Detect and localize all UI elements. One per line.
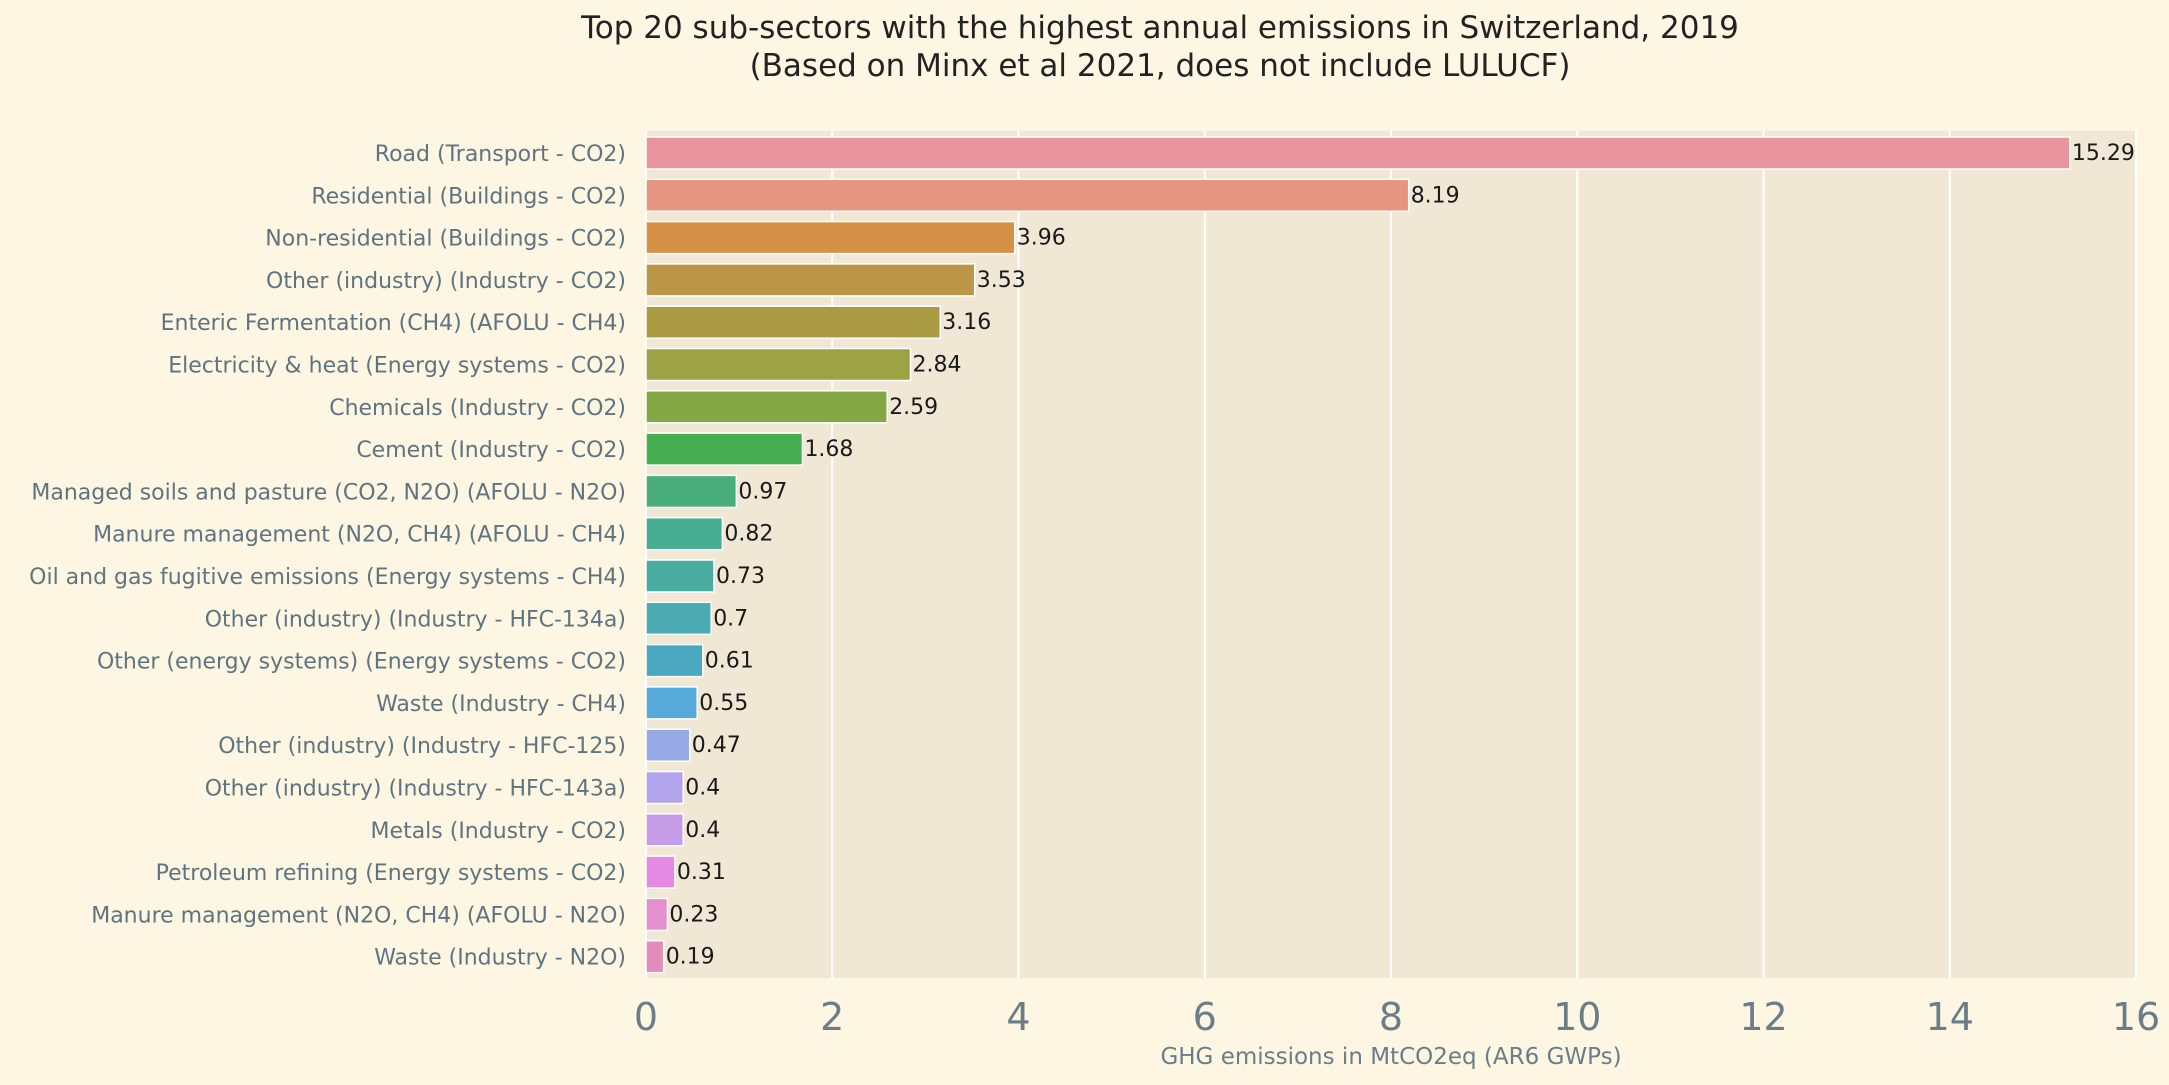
category-label: Oil and gas fugitive emissions (Energy s… bbox=[29, 565, 626, 590]
x-axis-title: GHG emissions in MtCO2eq (AR6 GWPs) bbox=[1160, 1044, 1621, 1070]
value-label: 2.59 bbox=[889, 395, 938, 420]
bar bbox=[645, 178, 1410, 213]
bar bbox=[645, 813, 684, 847]
value-label: 0.23 bbox=[669, 902, 718, 927]
value-label: 0.31 bbox=[677, 860, 726, 885]
value-label: 3.96 bbox=[1017, 226, 1066, 251]
category-label: Waste (Industry - CH4) bbox=[376, 692, 626, 717]
category-label: Metals (Industry - CO2) bbox=[371, 819, 626, 844]
bar bbox=[645, 770, 684, 805]
bar bbox=[645, 601, 712, 636]
x-tick-label: 8 bbox=[1379, 995, 1403, 1039]
value-label: 0.7 bbox=[713, 606, 748, 631]
bar bbox=[645, 136, 2071, 170]
value-label: 0.82 bbox=[724, 522, 773, 547]
value-label: 0.4 bbox=[685, 818, 720, 843]
category-labels: Road (Transport - CO2) Residential (Build… bbox=[29, 142, 626, 971]
bar bbox=[645, 728, 691, 762]
grid bbox=[645, 131, 2137, 978]
value-label: 0.19 bbox=[666, 945, 715, 970]
x-tick-label: 4 bbox=[1006, 995, 1030, 1039]
value-label: 0.97 bbox=[738, 479, 787, 504]
value-label: 15.29 bbox=[2072, 141, 2135, 166]
x-tick-label: 0 bbox=[634, 995, 658, 1039]
value-label: 0.61 bbox=[705, 649, 754, 674]
value-label: 3.16 bbox=[942, 310, 991, 335]
bar bbox=[645, 305, 942, 339]
bars bbox=[645, 136, 2071, 974]
x-tick-label: 12 bbox=[1739, 995, 1787, 1039]
x-tick-label: 6 bbox=[1193, 995, 1217, 1039]
value-label: 1.68 bbox=[804, 437, 853, 462]
bar bbox=[645, 897, 669, 932]
bar bbox=[645, 939, 665, 974]
bar bbox=[645, 347, 912, 382]
category-label: Manure management (N2O, CH4) (AFOLU - CH… bbox=[93, 523, 626, 548]
category-label: Other (industry) (Industry - HFC-125) bbox=[218, 734, 626, 759]
bar bbox=[645, 559, 715, 593]
x-tick-label: 16 bbox=[2112, 995, 2160, 1039]
value-label: 0.55 bbox=[699, 691, 748, 716]
bar bbox=[645, 855, 676, 889]
value-label: 2.84 bbox=[912, 353, 961, 378]
value-label: 0.73 bbox=[716, 564, 765, 589]
category-label: Managed soils and pasture (CO2, N2O) (AF… bbox=[31, 480, 626, 505]
x-tick-label: 14 bbox=[1926, 995, 1974, 1039]
category-label: Other (industry) (Industry - HFC-134a) bbox=[205, 607, 626, 632]
bar bbox=[645, 643, 704, 678]
category-label: Electricity & heat (Energy systems - CO2… bbox=[168, 354, 626, 379]
bar bbox=[645, 432, 804, 466]
bar bbox=[645, 686, 698, 720]
value-label: 0.47 bbox=[692, 733, 741, 758]
category-label: Other (industry) (Industry - HFC-143a) bbox=[205, 777, 626, 802]
category-label: Cement (Industry - CO2) bbox=[356, 438, 626, 463]
x-axis: 0 2 4 6 8 10 12 14 16 bbox=[634, 995, 2160, 1039]
category-label: Enteric Fermentation (CH4) (AFOLU - CH4) bbox=[161, 311, 626, 336]
category-label: Manure management (N2O, CH4) (AFOLU - N2… bbox=[91, 903, 626, 928]
category-label: Residential (Buildings - CO2) bbox=[311, 184, 626, 209]
category-label: Petroleum refining (Energy systems - CO2… bbox=[156, 861, 626, 886]
category-label: Other (energy systems) (Energy systems -… bbox=[97, 650, 626, 675]
x-tick-label: 2 bbox=[820, 995, 844, 1039]
x-tick-label: 10 bbox=[1553, 995, 1601, 1039]
category-label: Other (industry) (Industry - CO2) bbox=[266, 269, 626, 294]
bar bbox=[645, 516, 724, 551]
value-label: 8.19 bbox=[1411, 183, 1460, 208]
chart-title: Top 20 sub-sectors with the highest annu… bbox=[580, 10, 1739, 46]
value-labels: 15.29 8.19 3.96 3.53 3.16 2.84 2.59 1.68 0.97 0.8… bbox=[666, 141, 2135, 970]
category-label: Chemicals (Industry - CO2) bbox=[329, 396, 626, 421]
value-label: 0.4 bbox=[685, 776, 720, 801]
category-label: Non-residential (Buildings - CO2) bbox=[265, 227, 626, 252]
bar bbox=[645, 220, 1016, 255]
category-label: Road (Transport - CO2) bbox=[375, 142, 626, 167]
bar bbox=[645, 390, 888, 424]
bar bbox=[645, 263, 976, 297]
category-label: Waste (Industry - N2O) bbox=[374, 946, 626, 971]
value-label: 3.53 bbox=[977, 268, 1026, 293]
bar bbox=[645, 474, 738, 509]
chart-subtitle: (Based on Minx et al 2021, does not incl… bbox=[750, 48, 1571, 84]
